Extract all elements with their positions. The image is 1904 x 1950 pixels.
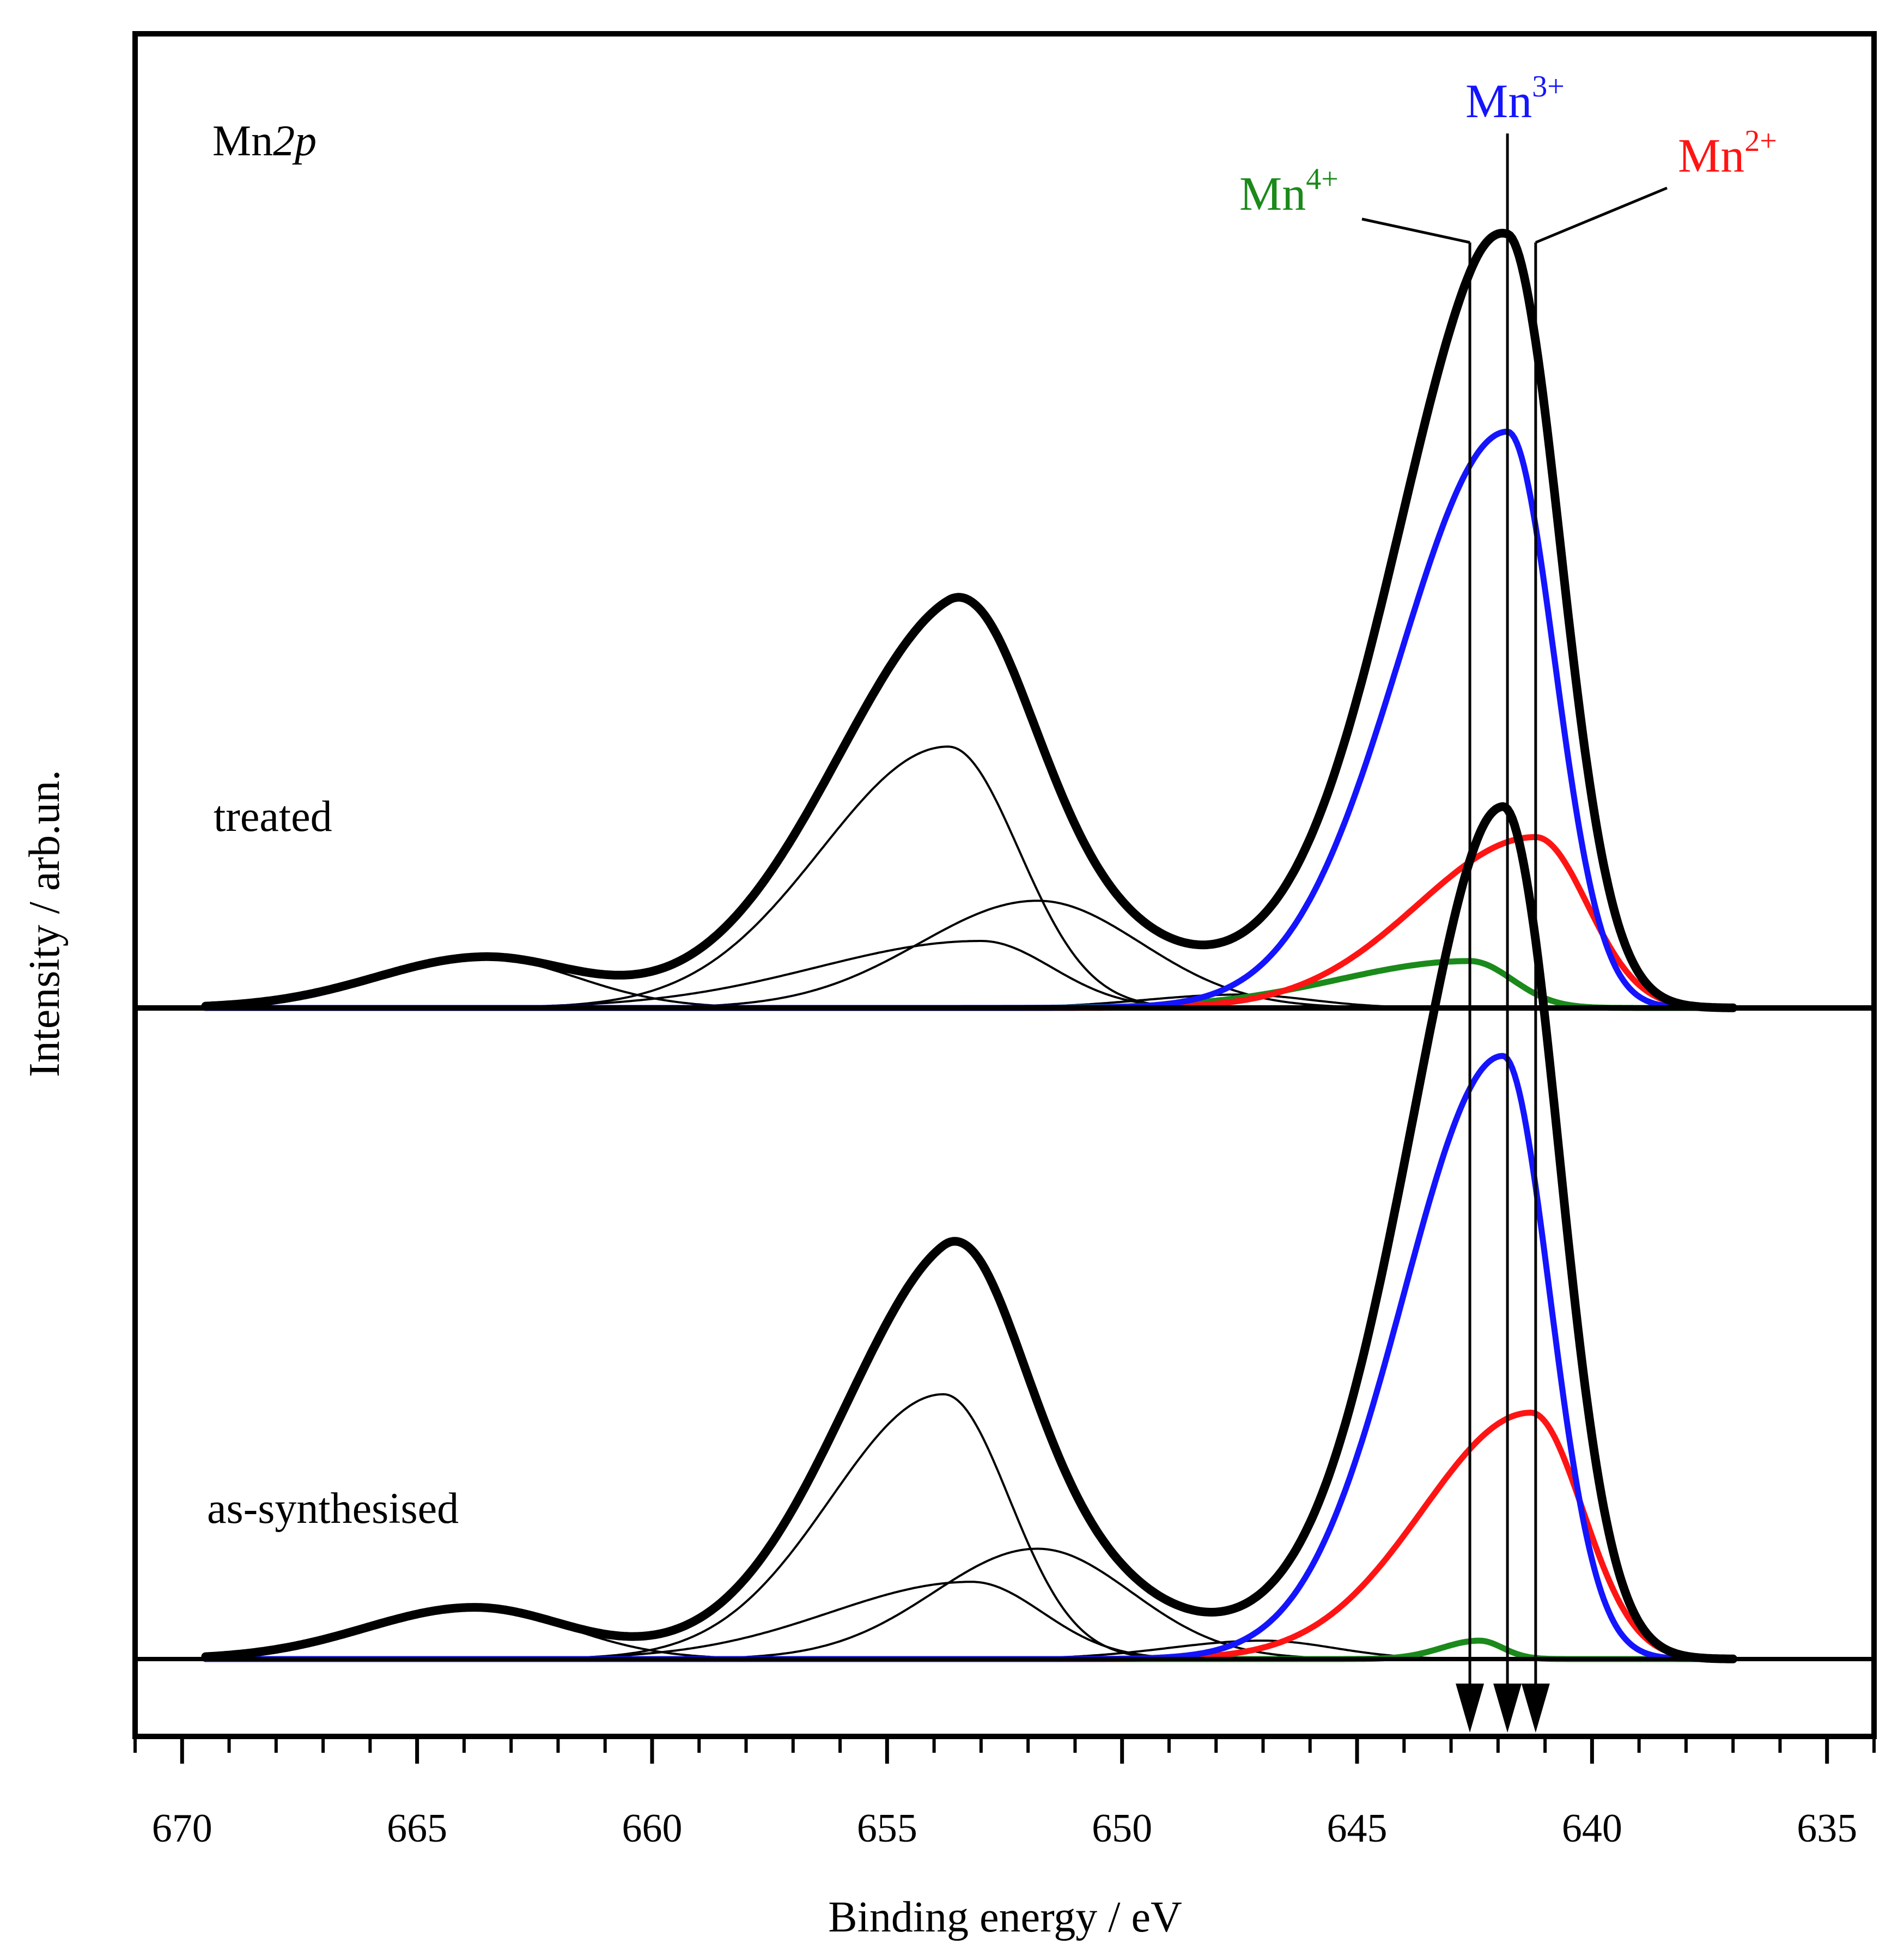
x-tick-label-655: 655 bbox=[857, 1806, 917, 1851]
y-axis-title: Intensity / arb.un. bbox=[21, 770, 69, 1077]
series-treated-fit-envelope-8 bbox=[201, 228, 1738, 1012]
panel-label-treated: treated bbox=[214, 793, 332, 841]
spectrum-annotation: Mn2p bbox=[212, 117, 317, 165]
marker-leader-2plus bbox=[1535, 186, 1668, 244]
x-tick-label-665: 665 bbox=[387, 1806, 447, 1851]
spectrum-annotation-orbital: 2p bbox=[273, 117, 317, 165]
marker-label-sup-4plus: 4+ bbox=[1306, 162, 1339, 196]
marker-arrow-2plus bbox=[1521, 1684, 1550, 1733]
marker-label-sup-2plus: 2+ bbox=[1744, 124, 1777, 158]
x-tick-label-660: 660 bbox=[622, 1806, 682, 1851]
plot-frame bbox=[132, 31, 1877, 1739]
panel-label-as-synthesised: as-synthesised bbox=[207, 1485, 459, 1533]
marker-arrow-3plus bbox=[1493, 1684, 1522, 1733]
marker-lines-layer bbox=[1361, 133, 1668, 1733]
x-tick-label-640: 640 bbox=[1562, 1806, 1622, 1851]
x-tick-label-650: 650 bbox=[1092, 1806, 1152, 1851]
marker-label-base-3plus: Mn bbox=[1465, 75, 1532, 128]
marker-label-base-2plus: Mn bbox=[1678, 130, 1744, 183]
x-tick-label-670: 670 bbox=[152, 1806, 212, 1851]
marker-label-mn4plus: Mn4+ bbox=[1239, 162, 1339, 221]
spectrum-annotation-prefix: Mn bbox=[212, 117, 273, 165]
x-axis-ticks: 670 665 660 655 650 645 640 635 bbox=[133, 1736, 1876, 1851]
marker-arrow-4plus bbox=[1456, 1684, 1485, 1733]
marker-label-sup-3plus: 3+ bbox=[1532, 70, 1565, 104]
marker-labels: Mn4+Mn3+Mn2+ bbox=[1239, 70, 1777, 221]
x-tick-label-635: 635 bbox=[1797, 1806, 1857, 1851]
x-tick-label-645: 645 bbox=[1327, 1806, 1388, 1851]
marker-leader-4plus bbox=[1361, 217, 1470, 244]
marker-label-mn2plus: Mn2+ bbox=[1678, 124, 1777, 183]
x-axis-title: Binding energy / eV bbox=[828, 1893, 1182, 1941]
series-as-synthesised-fit-envelope-17 bbox=[201, 802, 1738, 1663]
marker-label-base-4plus: Mn bbox=[1239, 168, 1306, 221]
marker-label-mn3plus: Mn3+ bbox=[1465, 70, 1565, 128]
